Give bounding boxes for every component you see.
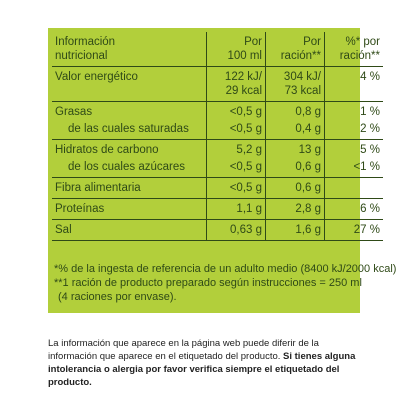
disclaimer-normal: La información que aparece en la página …: [48, 338, 319, 362]
value-per-100ml: 1,1 g: [206, 198, 266, 220]
disclaimer-bold: Si tienes alguna intolerancia o alergia …: [48, 351, 356, 388]
footnote-reference-intake: *% de la ingesta de referencia de un adu…: [54, 263, 397, 275]
value-percent: 1 %: [324, 101, 383, 122]
row-label: Fibra alimentaria: [52, 177, 207, 199]
value-per-serving: 1,6 g: [265, 219, 325, 241]
value-percent: 4 %: [324, 66, 383, 102]
row-label: Grasas: [55, 106, 93, 118]
table-row-carbohydrates: Hidratos de carbono 5,2 g 13 g 5 %: [52, 139, 383, 160]
value-per-100ml: 5,2 g: [206, 139, 266, 160]
nutrition-table: Información nutricional Por 100 ml Por r…: [52, 32, 383, 241]
value-per-100ml: <0,5 g: [206, 122, 266, 140]
table-row-salt: Sal 0,63 g 1,6 g 27 %: [52, 219, 383, 241]
value-per-100ml: <0,5 g: [206, 160, 266, 178]
table-row-fiber: Fibra alimentaria <0,5 g 0,6 g: [52, 177, 383, 199]
table-row-fat: Grasas <0,5 g 0,8 g 1 %: [52, 101, 383, 122]
disclaimer-text: La información que aparece en la página …: [48, 337, 368, 389]
row-label: Sal: [52, 219, 207, 241]
value-per-serving: 0,6 g: [265, 160, 325, 178]
value-percent: [324, 177, 383, 199]
value-percent: 6 %: [324, 198, 383, 220]
table-header-row: Información nutricional Por 100 ml Por r…: [52, 32, 383, 67]
row-label: de los cuales azúcares: [52, 160, 207, 178]
nutrition-label-panel: Información nutricional Por 100 ml Por r…: [48, 28, 397, 313]
table-row-protein: Proteínas 1,1 g 2,8 g 6 %: [52, 198, 383, 220]
row-label: Hidratos de carbono: [55, 144, 159, 156]
table-row-sugars: de los cuales azúcares <0,5 g 0,6 g <1 %: [52, 160, 383, 178]
value-per-serving: 2,8 g: [265, 198, 325, 220]
value-per-serving: 0,4 g: [265, 122, 325, 140]
value-per-100ml: <0,5 g: [206, 177, 266, 199]
table-row-saturated-fat: de las cuales saturadas <0,5 g 0,4 g 2 %: [52, 122, 383, 140]
header-percent-serving: %* por ración**: [324, 32, 383, 67]
footnote-serving-size: **1 ración de producto preparado según i…: [54, 277, 362, 289]
row-label: Valor energético: [52, 66, 207, 102]
value-percent: 5 %: [324, 139, 383, 160]
value-percent: <1 %: [324, 160, 383, 178]
value-per-100ml: 122 kJ/ 29 kcal: [206, 66, 266, 102]
table-row-energy: Valor energético 122 kJ/ 29 kcal 304 kJ/…: [52, 66, 383, 102]
value-percent: 2 %: [324, 122, 383, 140]
value-per-serving: 13 g: [265, 139, 325, 160]
header-per-serving: Por ración**: [265, 32, 325, 67]
value-per-serving: 0,6 g: [265, 177, 325, 199]
header-per-100ml: Por 100 ml: [206, 32, 266, 67]
value-per-100ml: 0,63 g: [206, 219, 266, 241]
value-percent: 27 %: [324, 219, 383, 241]
header-info: Información nutricional: [52, 32, 207, 67]
footnotes: *% de la ingesta de referencia de un adu…: [54, 262, 397, 304]
value-per-100ml: <0,5 g: [206, 101, 266, 122]
value-per-serving: 304 kJ/ 73 kcal: [265, 66, 325, 102]
row-label: de las cuales saturadas: [52, 122, 207, 140]
value-per-serving: 0,8 g: [265, 101, 325, 122]
footnote-servings-per-pack: (4 raciones por envase).: [58, 291, 177, 303]
row-label: Proteínas: [52, 198, 207, 220]
